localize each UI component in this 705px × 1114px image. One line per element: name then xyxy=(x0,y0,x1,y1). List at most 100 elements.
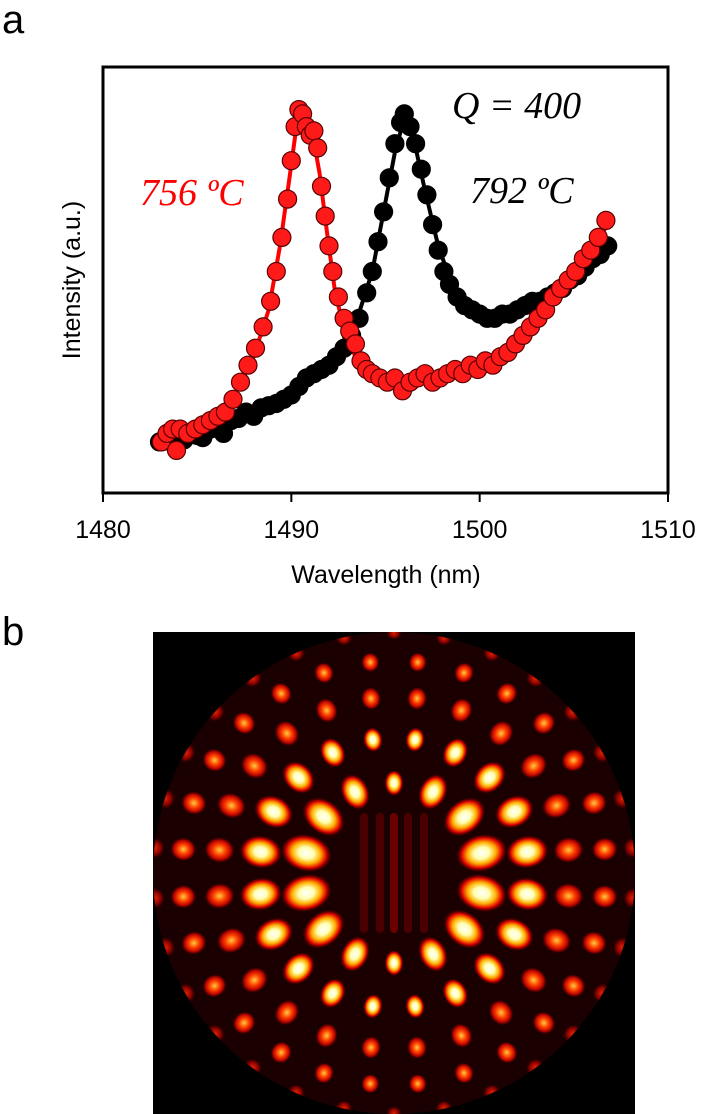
mode-lobe xyxy=(561,748,586,773)
mode-lobe xyxy=(274,720,300,747)
mode-lobe xyxy=(473,952,506,985)
mode-lobe xyxy=(405,727,425,753)
mode-lobe xyxy=(488,999,514,1026)
mode-lobe xyxy=(313,1062,335,1084)
data-point-red xyxy=(253,317,273,337)
data-point-black xyxy=(428,240,448,260)
mode-lobe xyxy=(313,662,335,684)
mode-lobe xyxy=(274,999,300,1026)
mode-lobe xyxy=(204,836,235,864)
mode-lobe xyxy=(532,1011,556,1035)
data-point-black xyxy=(411,159,431,179)
mode-lobe xyxy=(581,930,607,956)
mode-lobe xyxy=(541,927,572,954)
panel-label-b: b xyxy=(2,610,25,654)
annotation-q: Q = 400 xyxy=(452,85,581,127)
data-point-red xyxy=(311,176,332,196)
mode-lobe xyxy=(622,887,635,910)
mode-lobe xyxy=(406,686,428,711)
mode-lobe xyxy=(541,792,572,819)
mode-lobe xyxy=(315,697,338,723)
data-point-black xyxy=(385,134,405,154)
x-tick-label: 1480 xyxy=(75,516,131,544)
mode-lobe xyxy=(340,936,370,973)
mode-intensity-map xyxy=(153,632,635,1114)
data-points xyxy=(149,99,618,460)
data-point-red xyxy=(345,334,365,354)
data-point-red xyxy=(261,291,281,311)
plot-frame xyxy=(101,65,670,495)
data-point-red xyxy=(596,210,616,230)
data-point-red xyxy=(588,227,608,247)
mode-lobe xyxy=(363,993,383,1019)
data-point-red xyxy=(315,206,335,226)
mode-lobe xyxy=(494,917,534,952)
central-fringe xyxy=(390,813,398,933)
mode-lobe xyxy=(418,936,448,973)
mode-lobe xyxy=(254,794,294,829)
x-axis-label: Wavelength (nm) xyxy=(291,561,480,589)
mode-lobe xyxy=(153,887,166,910)
panel-label-a: a xyxy=(2,0,25,42)
mode-lobe xyxy=(442,978,469,1009)
spectrum-chart: 1480 1490 1500 1510 Wavelength (nm) Intensi… xyxy=(58,65,696,589)
mode-lobe xyxy=(488,720,514,747)
data-point-red xyxy=(323,261,343,282)
data-point-red xyxy=(230,372,251,392)
mode-lobe xyxy=(455,873,508,913)
mode-lobe xyxy=(302,909,345,949)
mode-lobe xyxy=(280,873,333,913)
mode-lobe xyxy=(591,837,618,862)
mode-lobe xyxy=(216,927,247,954)
y-axis-label: Intensity (a.u.) xyxy=(58,201,86,359)
mode-lobe xyxy=(455,833,508,873)
mode-lobe xyxy=(202,748,227,773)
mode-lobe xyxy=(405,993,425,1019)
annotation-black-temp: 792 ºC xyxy=(470,170,574,212)
data-point-black xyxy=(423,215,443,235)
x-axis-ticks: 1480 1490 1500 1510 xyxy=(75,493,696,544)
data-point-red xyxy=(281,151,301,171)
mode-lobe xyxy=(280,833,333,873)
mode-lobe xyxy=(418,773,448,810)
x-tick-label: 1490 xyxy=(264,516,320,544)
mode-lobe xyxy=(408,1073,427,1094)
mode-lobe xyxy=(232,711,256,735)
mode-lobe xyxy=(315,1023,338,1049)
mode-lobe xyxy=(282,952,315,985)
data-point-black xyxy=(379,168,399,188)
mode-lobe xyxy=(495,1041,518,1064)
data-point-black xyxy=(400,116,420,137)
mode-lobe xyxy=(232,1011,256,1035)
data-point-red xyxy=(272,227,292,247)
mode-lobe xyxy=(360,686,382,711)
mode-lobe xyxy=(473,761,506,794)
central-fringe xyxy=(376,813,384,933)
mode-lobe xyxy=(443,797,486,837)
mode-lobe xyxy=(181,790,207,816)
mode-lobe xyxy=(505,835,549,869)
data-point-red xyxy=(238,355,258,375)
mode-lobe xyxy=(561,973,586,998)
mode-lobe xyxy=(216,792,247,819)
mode-lobe xyxy=(453,662,475,684)
mode-lobe xyxy=(360,1035,382,1060)
mode-lobe xyxy=(302,797,345,837)
mode-lobe xyxy=(532,711,556,735)
mode-lobe xyxy=(386,632,402,641)
mode-lobe xyxy=(408,652,427,673)
mode-lobe xyxy=(519,752,548,780)
data-point-red xyxy=(308,138,328,158)
mode-lobe xyxy=(239,877,283,911)
mode-lobe xyxy=(495,682,518,705)
mode-lobe xyxy=(340,773,370,810)
mode-lobe xyxy=(450,1023,473,1049)
mode-lobe xyxy=(553,882,584,910)
mode-lobe xyxy=(450,697,473,723)
data-point-black xyxy=(368,232,388,252)
x-tick-label: 1500 xyxy=(452,516,508,544)
mode-lobe xyxy=(282,761,315,794)
mode-lobe xyxy=(553,836,584,864)
central-fringe xyxy=(360,813,368,933)
